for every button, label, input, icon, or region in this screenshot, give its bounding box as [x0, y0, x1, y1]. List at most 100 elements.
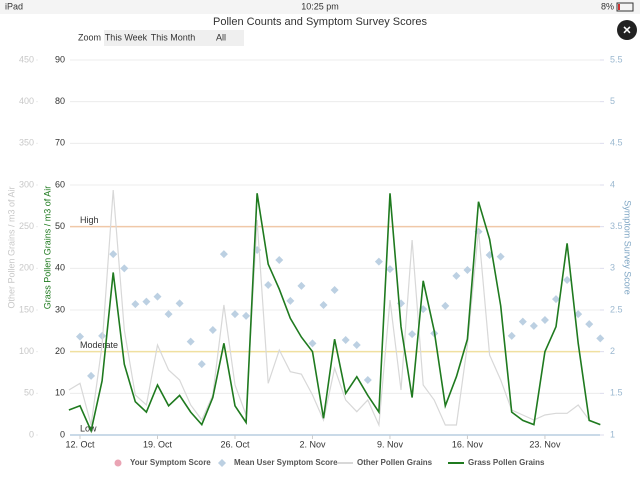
- y3-tick-label: 250: [19, 221, 34, 231]
- zoom-button[interactable]: [198, 30, 244, 46]
- y-tick-label: 40: [55, 263, 65, 273]
- zoom-option[interactable]: This Week: [105, 32, 148, 42]
- y2-tick-label: 2: [610, 346, 615, 356]
- y3-tick-label: 300: [19, 179, 34, 189]
- x-tick-label: 16. Nov: [452, 439, 484, 449]
- legend-label: Grass Pollen Grains: [468, 458, 545, 467]
- legend-label: Your Symptom Score: [130, 458, 211, 467]
- diamond-point: [219, 250, 228, 259]
- y-tick-label: 0: [60, 429, 65, 439]
- diamond-point: [208, 326, 217, 334]
- diamond-point: [574, 310, 583, 319]
- y-tick-label: 80: [55, 96, 65, 106]
- diamond-point: [297, 281, 306, 290]
- diamond-point: [76, 332, 84, 341]
- diamond-point: [408, 330, 417, 339]
- y2-axis-title: Symptom Survey Score: [623, 200, 633, 295]
- y3-tick-label: 350: [19, 138, 34, 148]
- series-line: [68, 193, 601, 434]
- diamond-point: [352, 341, 361, 349]
- diamond-point: [529, 321, 538, 330]
- diamond-point: [98, 331, 107, 340]
- y2-tick-label: 2.5: [610, 304, 623, 314]
- battery-icon: [616, 2, 634, 12]
- diamond-point: [186, 337, 195, 346]
- diamond-point: [319, 301, 328, 309]
- x-tick-label: 2. Nov: [299, 439, 326, 449]
- y-tick-label: 70: [55, 138, 65, 148]
- y-tick-label: 50: [55, 221, 65, 231]
- diamond-point: [585, 320, 594, 329]
- diamond-point: [540, 316, 549, 324]
- legend-symbol: [114, 459, 122, 467]
- diamond-point: [286, 296, 295, 305]
- diamond-point: [197, 360, 206, 369]
- diamond-point: [385, 265, 394, 274]
- diamond-point: [242, 311, 251, 320]
- diamond-point: [552, 295, 561, 304]
- y3-tick-label: 100: [19, 346, 34, 356]
- x-tick-label: 19. Oct: [143, 439, 173, 449]
- zoom-option[interactable]: This Month: [151, 32, 196, 42]
- y3-tick-label: 200: [19, 263, 34, 273]
- diamond-point: [275, 256, 284, 264]
- diamond-point: [563, 276, 572, 284]
- close-button[interactable]: [617, 20, 637, 40]
- diamond-point: [230, 310, 239, 319]
- y2-tick-label: 5.5: [610, 54, 623, 64]
- diamond-point: [596, 334, 605, 343]
- y2-tick-label: 5: [610, 96, 615, 106]
- y2-tick-label: 4.5: [610, 138, 623, 148]
- device-name: iPad: [5, 1, 23, 11]
- battery-fill: [618, 4, 620, 10]
- band-label: Low: [80, 423, 97, 433]
- zoom-button[interactable]: [148, 30, 198, 46]
- diamond-point: [175, 299, 184, 308]
- y-tick-label: 90: [55, 54, 65, 64]
- y2-tick-label: 3: [610, 263, 615, 273]
- series-line: [68, 189, 601, 428]
- y2-tick-label: 1.5: [610, 388, 623, 398]
- y2-tick-label: 4: [610, 179, 615, 189]
- diamond-point: [120, 264, 129, 273]
- diamond-point: [308, 339, 317, 348]
- zoom-button[interactable]: [104, 30, 148, 46]
- y3-tick-label: 0: [29, 429, 34, 439]
- legend-symbol: [218, 459, 226, 467]
- y3-tick-label: 50: [24, 388, 34, 398]
- diamond-point: [507, 331, 516, 340]
- y3-axis-title: Other Pollen Grains / m3 of Air: [6, 186, 16, 308]
- band-label: High: [80, 215, 99, 225]
- y-axis-title: Grass Pollen Grains / m3 of Air: [42, 186, 52, 310]
- diamond-point: [164, 310, 173, 319]
- close-icon[interactable]: ×: [623, 22, 631, 38]
- y-tick-label: 60: [55, 179, 65, 189]
- diamond-point: [131, 300, 140, 309]
- zoom-label: Zoom: [78, 32, 101, 42]
- band-label: Moderate: [80, 340, 118, 350]
- status-bar: [0, 0, 640, 14]
- y-tick-label: 20: [55, 346, 65, 356]
- y2-tick-label: 3.5: [610, 221, 623, 231]
- diamond-point: [153, 292, 162, 301]
- legend-label: Mean User Symptom Score: [234, 458, 338, 467]
- y3-tick-label: 450: [19, 54, 34, 64]
- clock: 10:25 pm: [301, 1, 339, 11]
- diamond-point: [496, 252, 505, 261]
- y3-tick-label: 400: [19, 96, 34, 106]
- chart-title: Pollen Counts and Symptom Survey Scores: [213, 16, 427, 28]
- diamond-point: [518, 317, 527, 326]
- x-tick-label: 12. Oct: [65, 439, 95, 449]
- diamond-point: [264, 281, 273, 289]
- x-tick-label: 26. Oct: [220, 439, 250, 449]
- y-tick-label: 10: [55, 388, 65, 398]
- zoom-option[interactable]: All: [216, 32, 226, 42]
- diamond-point: [441, 301, 450, 310]
- diamond-point: [463, 266, 472, 274]
- diamond-point: [142, 297, 151, 306]
- battery-level: 8%: [601, 1, 614, 11]
- y2-tick-label: 1: [610, 429, 615, 439]
- diamond-point: [87, 371, 96, 380]
